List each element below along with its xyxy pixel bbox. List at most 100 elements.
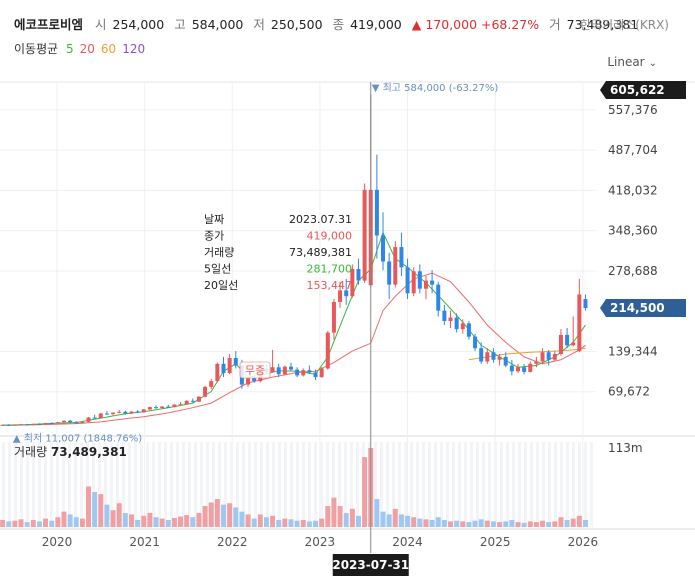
candle[interactable] <box>55 421 60 424</box>
candle[interactable] <box>61 420 66 423</box>
candle[interactable] <box>393 241 398 288</box>
volume-bar[interactable] <box>435 517 441 527</box>
candle[interactable] <box>479 342 484 364</box>
volume-bar[interactable] <box>104 504 110 527</box>
volume-bar[interactable] <box>429 520 435 527</box>
volume-bar[interactable] <box>386 514 392 527</box>
volume-bar[interactable] <box>221 504 226 527</box>
volume-bar[interactable] <box>411 517 417 527</box>
volume-bar[interactable] <box>214 499 220 527</box>
volume-bar[interactable] <box>313 520 319 527</box>
candle[interactable] <box>571 316 576 347</box>
candle[interactable] <box>74 421 79 424</box>
volume-bar[interactable] <box>159 518 165 527</box>
candle[interactable] <box>80 421 85 424</box>
candle[interactable] <box>577 278 582 353</box>
candle[interactable] <box>558 329 563 356</box>
candle[interactable] <box>503 352 508 368</box>
candle[interactable] <box>331 299 336 340</box>
candle[interactable] <box>338 281 343 308</box>
volume-bar[interactable] <box>202 506 208 527</box>
volume-bar[interactable] <box>448 521 454 527</box>
candle[interactable] <box>295 367 300 378</box>
stock-name[interactable]: 에코프로비엠 <box>14 17 84 32</box>
candle[interactable] <box>68 419 73 424</box>
volume-bar[interactable] <box>325 506 331 527</box>
volume-bar[interactable] <box>116 503 122 527</box>
candle[interactable] <box>374 154 379 259</box>
candle[interactable] <box>399 232 404 276</box>
volume-bar[interactable] <box>147 513 153 527</box>
volume-bar[interactable] <box>153 517 159 527</box>
candle[interactable] <box>160 405 165 409</box>
volume-bar[interactable] <box>460 521 466 527</box>
candle[interactable] <box>565 327 570 349</box>
candle[interactable] <box>442 304 447 326</box>
volume-bar[interactable] <box>282 518 288 527</box>
candle[interactable] <box>515 363 520 374</box>
candle[interactable] <box>301 368 306 377</box>
candle[interactable] <box>19 423 24 426</box>
candle[interactable] <box>209 378 214 390</box>
candle[interactable] <box>362 183 367 283</box>
candle[interactable] <box>448 310 453 328</box>
volume-bar[interactable] <box>582 520 588 527</box>
volume-bar[interactable] <box>533 522 539 527</box>
bonus-issue-marker[interactable]: 무증 <box>239 361 271 379</box>
candle[interactable] <box>436 281 441 317</box>
volume-bar[interactable] <box>208 502 214 527</box>
candle[interactable] <box>411 267 416 297</box>
candle[interactable] <box>276 363 281 378</box>
candle[interactable] <box>203 385 208 398</box>
candle[interactable] <box>430 270 435 294</box>
candle[interactable] <box>552 351 557 362</box>
volume-bar[interactable] <box>270 515 276 527</box>
candle[interactable] <box>12 424 17 426</box>
volume-bar[interactable] <box>61 511 67 527</box>
candle[interactable] <box>104 411 109 415</box>
volume-bar[interactable] <box>558 517 564 527</box>
scale-mode-dropdown[interactable]: Linear ⌄ <box>607 55 657 69</box>
candle[interactable] <box>86 416 91 423</box>
volume-bar[interactable] <box>12 520 18 527</box>
candle[interactable] <box>405 258 410 300</box>
volume-bar[interactable] <box>263 517 269 527</box>
volume-bar[interactable] <box>233 507 239 527</box>
volume-bar[interactable] <box>454 520 460 527</box>
volume-bar[interactable] <box>405 515 411 527</box>
candle[interactable] <box>387 252 392 300</box>
volume-bar[interactable] <box>184 515 190 527</box>
volume-bar[interactable] <box>306 521 312 527</box>
candle[interactable] <box>497 353 502 366</box>
volume-bar[interactable] <box>36 521 42 527</box>
volume-bar[interactable] <box>43 518 49 527</box>
volume-bar[interactable] <box>380 511 386 527</box>
volume-bar[interactable] <box>521 522 527 527</box>
candle[interactable] <box>154 405 159 409</box>
candle[interactable] <box>246 377 251 387</box>
volume-bar[interactable] <box>564 520 570 527</box>
candle[interactable] <box>49 422 54 425</box>
candle[interactable] <box>190 398 195 403</box>
candle[interactable] <box>307 365 312 375</box>
volume-bar[interactable] <box>546 522 552 527</box>
volume-bar[interactable] <box>110 510 116 527</box>
candle[interactable] <box>166 404 171 408</box>
volume-bar[interactable] <box>423 519 429 527</box>
volume-bar[interactable] <box>245 514 251 527</box>
volume-bar[interactable] <box>239 511 245 527</box>
volume-bar[interactable] <box>49 520 55 527</box>
volume-bar[interactable] <box>18 519 24 527</box>
candle[interactable] <box>98 412 103 419</box>
candle[interactable] <box>147 406 152 411</box>
candle[interactable] <box>6 424 11 426</box>
volume-bar[interactable] <box>276 520 282 527</box>
ma-legend-item-60[interactable]: 60 <box>100 42 117 56</box>
candle[interactable] <box>37 423 42 425</box>
candle[interactable] <box>417 264 422 294</box>
candle[interactable] <box>43 422 48 425</box>
candle[interactable] <box>540 348 545 364</box>
candle[interactable] <box>111 412 116 416</box>
volume-bar[interactable] <box>165 520 171 527</box>
